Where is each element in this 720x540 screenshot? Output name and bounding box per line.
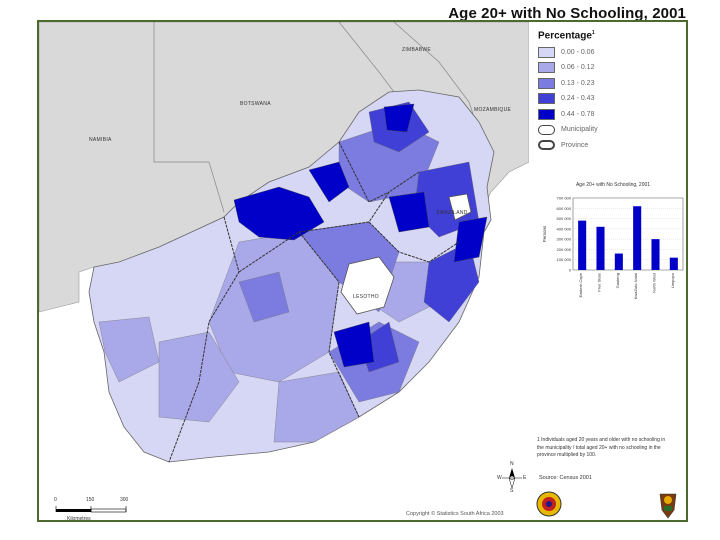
legend-label: Province bbox=[561, 141, 589, 149]
chart-bar bbox=[578, 220, 587, 270]
legend: Percentage1 0.00 - 0.06 0.06 - 0.12 0.13… bbox=[538, 30, 686, 153]
province-boundary bbox=[338, 141, 390, 203]
legend-item: 0.24 - 0.43 bbox=[538, 91, 686, 107]
municipality-swatch bbox=[538, 124, 555, 135]
chart-category-label: Eastern Cape bbox=[578, 272, 583, 297]
map-title: Age 20+ with No Schooling, 2001 bbox=[448, 5, 686, 22]
chart-bar bbox=[614, 253, 623, 270]
region-class-2 bbox=[158, 331, 240, 423]
region-class-5 bbox=[453, 216, 488, 263]
legend-label: 0.24 - 0.43 bbox=[561, 95, 595, 103]
legend-item: 0.13 - 0.23 bbox=[538, 75, 686, 91]
source-note: Source: Census 2001 bbox=[539, 475, 592, 481]
scale-tick: 300 bbox=[120, 497, 129, 503]
chart-bar bbox=[651, 239, 660, 270]
legend-label: Municipality bbox=[561, 126, 598, 134]
chart-bar bbox=[596, 226, 605, 270]
label-mozambique: MOZAMBIQUE bbox=[474, 107, 512, 113]
chart-bar bbox=[669, 257, 678, 270]
compass-s: S bbox=[510, 488, 514, 494]
chart-category-label: North West bbox=[652, 272, 657, 293]
legend-item: 0.00 - 0.06 bbox=[538, 44, 686, 60]
chart-category-label: KwaZulu-Natal bbox=[633, 273, 638, 299]
legend-swatch bbox=[538, 62, 555, 74]
chart-canvas: 700 000 600 000 500 000 400 000 300 000 200 0… bbox=[542, 196, 684, 299]
legend-item: 0.44 - 0.78 bbox=[538, 106, 686, 122]
legend-title: Percentage bbox=[538, 30, 592, 42]
chart-category-label: Gauteng bbox=[615, 273, 620, 288]
legend-boundary-municipality: Municipality bbox=[538, 122, 686, 138]
compass-n: N bbox=[510, 461, 514, 467]
province-boundary bbox=[368, 221, 460, 263]
scale-segment bbox=[56, 509, 91, 512]
region-class-3 bbox=[238, 271, 290, 323]
legend-swatch bbox=[538, 77, 555, 89]
region-class-5 bbox=[308, 161, 350, 203]
label-lesotho: LESOTHO bbox=[353, 294, 379, 300]
region-class-2 bbox=[273, 371, 360, 443]
chart-y-tick: 700 000 bbox=[557, 196, 572, 201]
label-swaziland: SWAZILAND bbox=[436, 210, 468, 216]
legend-superscript: 1 bbox=[591, 30, 595, 36]
scale-tick: 150 bbox=[86, 497, 95, 503]
compass-e: E bbox=[523, 475, 527, 481]
coat-of-arms-icon bbox=[659, 493, 677, 519]
stats-sa-logo-icon bbox=[536, 491, 562, 517]
inset-chart: Age 20+ with No Schooling, 2001 700 000 6… bbox=[538, 182, 688, 308]
chart-y-tick: 0 bbox=[569, 268, 572, 273]
swaziland bbox=[448, 193, 472, 221]
scale-bar: 0 150 300 bbox=[53, 497, 133, 520]
legend-swatch bbox=[538, 108, 555, 120]
province-swatch bbox=[538, 140, 555, 151]
label-zimbabwe: ZIMBABWE bbox=[402, 47, 432, 53]
legend-swatch bbox=[538, 46, 555, 58]
lesotho bbox=[340, 256, 395, 315]
scale-tick: 0 bbox=[54, 497, 57, 503]
region-class-5 bbox=[333, 321, 375, 368]
region-class-2 bbox=[98, 316, 160, 383]
chart-title: Age 20+ with No Schooling, 2001 bbox=[575, 182, 651, 188]
scale-graphic bbox=[55, 506, 127, 513]
north-arrow: N E S W bbox=[497, 461, 527, 501]
legend-boundary-province: Province bbox=[538, 137, 686, 153]
map-canvas bbox=[39, 22, 529, 463]
legend-label: 0.06 - 0.12 bbox=[561, 64, 595, 72]
chart-y-tick: 200 000 bbox=[557, 247, 572, 252]
copyright: Copyright © Statistics South Africa 2003 bbox=[406, 511, 504, 517]
legend-label: 0.13 - 0.23 bbox=[561, 79, 595, 87]
chart-category-label: Limpopo bbox=[670, 272, 675, 288]
legend-item: 0.06 - 0.12 bbox=[538, 60, 686, 76]
legend-label: 0.44 - 0.78 bbox=[561, 110, 595, 118]
footnote: 1 Individuals aged 20 years and older wi… bbox=[537, 437, 666, 458]
chart-bar bbox=[633, 206, 642, 270]
chart-y-tick: 600 000 bbox=[557, 206, 572, 211]
chart-y-tick: 100 000 bbox=[557, 257, 572, 262]
chart-category-label: Free State bbox=[597, 272, 602, 291]
compass-w: W bbox=[497, 475, 502, 481]
chart-plot-area bbox=[572, 197, 684, 271]
province-boundary bbox=[168, 216, 240, 463]
chart-y-tick: 400 000 bbox=[557, 226, 572, 231]
label-namibia: NAMIBIA bbox=[89, 137, 112, 143]
region-class-5 bbox=[383, 103, 415, 133]
chart-y-label: Persons bbox=[542, 225, 547, 242]
chart-y-tick: 300 000 bbox=[557, 237, 572, 242]
province-boundary bbox=[298, 231, 360, 418]
scale-units: Kilometres bbox=[67, 516, 91, 522]
border-namibia-botswana bbox=[153, 22, 225, 213]
chart-y-tick: 500 000 bbox=[557, 216, 572, 221]
legend-label: 0.00 - 0.06 bbox=[561, 48, 595, 56]
compass-icon bbox=[502, 468, 522, 489]
scale-segment bbox=[90, 508, 127, 513]
label-botswana: BOTSWANA bbox=[240, 101, 271, 107]
legend-swatch bbox=[538, 93, 555, 105]
region-class-5 bbox=[388, 191, 430, 233]
